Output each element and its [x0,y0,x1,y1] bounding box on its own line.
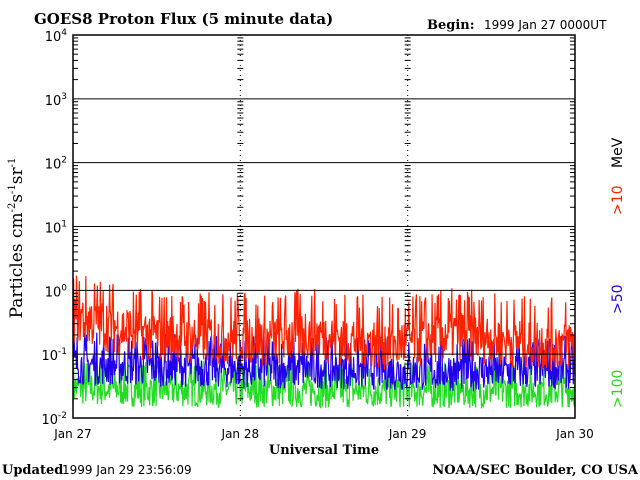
y-tick-base: 10 [41,349,58,364]
y-tick-label: 102 [45,156,67,173]
y-tick-exponent: 4 [61,28,67,38]
x-tick-label: Jan 28 [221,427,260,441]
updated-label: Updated [2,463,63,478]
y-tick-base: 10 [45,30,62,45]
legend-gt50-label: >50 [610,284,626,314]
legend-mev: MeV [610,137,626,168]
y-tick-base: 10 [41,413,58,428]
series-line [72,275,576,371]
legend-gt100-label: >100 [610,370,626,408]
series-layer [72,275,576,409]
y-axis-label-s: s [7,194,27,203]
y-tick-base: 10 [45,94,62,109]
grid-layer [73,34,575,419]
x-tick-label: Jan 29 [388,427,427,441]
y-tick-label: 103 [45,92,67,109]
y-axis-label-main: Particles cm [7,212,27,318]
source-credit: NOAA/SEC Boulder, CO USA [432,463,639,478]
y-axis-label: Particles cm-2s-1sr-1 [7,158,27,319]
begin-value: 1999 Jan 27 0000UT [484,18,607,32]
legend-gt10-label: >10 [610,185,626,215]
chart-title: GOES8 Proton Flux (5 minute data) [34,10,333,28]
y-tick-label: 10-2 [41,411,67,428]
legend-gt10: >10 [610,185,626,215]
x-tick-labels: Jan 27 Jan 28 Jan 29 Jan 30 [53,427,594,441]
y-tick-exponent: -2 [58,411,67,421]
y-tick-exponent: 1 [61,220,67,230]
legend-mev-unit: MeV [610,137,626,168]
y-tick-base: 10 [45,285,62,300]
plot-frame [72,34,576,419]
y-tick-label: 104 [45,28,68,45]
begin-label: Begin: [427,18,475,33]
y-tick-exponent: 2 [61,156,67,166]
y-tick-exponent: 3 [61,92,67,102]
y-axis-label-sup3: -1 [7,158,18,168]
y-tick-label: 101 [45,220,67,237]
y-tick-exponent: 0 [61,283,67,293]
y-tick-label: 100 [45,283,68,300]
y-tick-exponent: -1 [58,347,67,357]
y-axis-label-sup1: -2 [7,203,18,213]
legend-gt50: >50 [610,284,626,314]
legend-gt100: >100 [610,370,626,408]
y-tick-base: 10 [45,158,62,173]
updated-value: 1999 Jan 29 23:56:09 [62,463,192,477]
y-tick-label: 10-1 [41,347,67,364]
x-tick-label: Jan 30 [555,427,594,441]
x-axis-label: Universal Time [269,443,379,458]
svg-text:Particles cm-2s-1sr-1: Particles cm-2s-1sr-1 [7,158,27,319]
y-axis-label-sup2: -1 [7,184,18,194]
y-axis-label-sr: sr [7,166,27,184]
x-tick-label: Jan 27 [53,427,92,441]
y-tick-base: 10 [45,222,62,237]
